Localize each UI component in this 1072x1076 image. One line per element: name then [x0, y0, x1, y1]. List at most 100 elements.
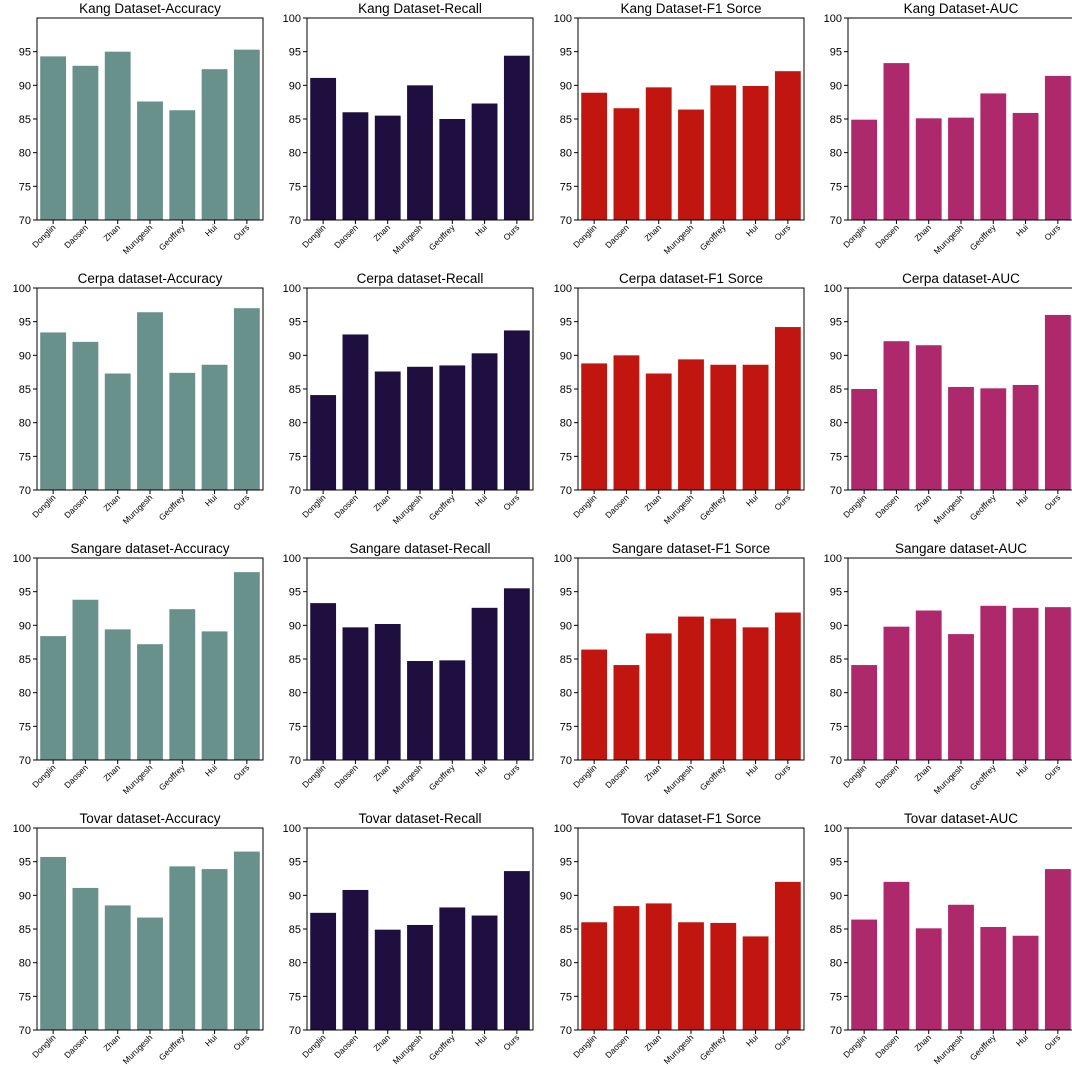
bar-zhan [374, 371, 401, 490]
bar-murugesh [137, 644, 163, 760]
x-tick-label: Donglin [841, 222, 869, 250]
x-tick-label: Zhan [912, 222, 933, 243]
x-tick-label: Geoffrey [698, 222, 729, 253]
x-tick-label: Donglin [571, 1032, 599, 1060]
x-tick-label: Ours [501, 222, 521, 242]
chart-sangare-dataset-f1-sorce: Sangare dataset-F1 Sorce 70 75 80 85 90 95 100 D… [554, 541, 805, 796]
y-tick-label: 90 [560, 890, 572, 902]
bar-donglin [581, 92, 608, 220]
x-tick-label: Daosen [62, 762, 90, 790]
x-tick-label: Donglin [30, 1032, 58, 1060]
x-tick-label: Hui [473, 492, 489, 508]
x-tick-label: Hui [203, 492, 219, 508]
x-tick-label: Murugesh [391, 762, 425, 796]
y-tick-label: 100 [554, 13, 572, 25]
x-tick-label: Geoffrey [157, 762, 188, 793]
bar-zhan [374, 115, 401, 220]
y-tick-label: 70 [830, 755, 842, 767]
x-tick-label: Hui [473, 222, 489, 238]
x-tick-label: Donglin [30, 222, 58, 250]
chart-kang-dataset-auc: Kang Dataset-AUC 70 75 80 85 90 95 100 Donglin Da… [824, 1, 1072, 256]
bar-hui [1012, 112, 1039, 220]
x-tick-label: Murugesh [391, 492, 425, 526]
y-tick-label: 95 [19, 587, 31, 599]
x-tick-label: Donglin [30, 762, 58, 790]
bar-ours [774, 881, 801, 1030]
x-tick-label: Zhan [101, 762, 122, 783]
y-tick-label: 85 [560, 654, 572, 666]
bar-zhan [104, 373, 131, 490]
bar-geoffrey [169, 609, 196, 760]
y-tick-label: 85 [19, 924, 31, 936]
chart-title: Kang Dataset-AUC [904, 1, 1019, 16]
bar-geoffrey [980, 93, 1007, 220]
bar-donglin [310, 395, 337, 490]
chart-kang-dataset-accuracy: Kang Dataset-Accuracy 70 75 80 85 90 95 Donglin… [19, 1, 264, 256]
bar-murugesh [678, 922, 704, 1030]
bar-murugesh [137, 101, 163, 220]
bar-murugesh [407, 924, 433, 1030]
chart-cerpa-dataset-accuracy: Cerpa dataset-Accuracy 70 75 80 85 90 95 100 Don… [13, 271, 264, 526]
x-tick-label: Geoffrey [157, 1032, 188, 1063]
x-tick-label: Geoffrey [968, 222, 999, 253]
plot-frame [36, 287, 264, 491]
bar-geoffrey [710, 85, 737, 220]
x-tick-label: Zhan [912, 492, 933, 513]
chart-title: Cerpa dataset-F1 Sorce [619, 271, 763, 286]
bar-ours [233, 49, 260, 220]
y-tick-label: 80 [19, 148, 31, 160]
bar-donglin [310, 77, 337, 220]
x-tick-label: Zhan [371, 222, 392, 243]
y-tick-label: 90 [289, 350, 301, 362]
x-tick-label: Murugesh [391, 222, 425, 256]
bar-ours [503, 871, 530, 1030]
y-tick-label: 95 [560, 317, 572, 329]
chart-title: Tovar dataset-F1 Sorce [621, 811, 761, 826]
bar-hui [471, 607, 498, 760]
x-tick-label: Hui [203, 1032, 219, 1048]
chart-title: Sangare dataset-AUC [895, 541, 1027, 556]
y-tick-label: 85 [560, 114, 572, 126]
y-tick-label: 70 [19, 215, 31, 227]
x-tick-label: Ours [1042, 222, 1062, 242]
bar-ours [503, 588, 530, 760]
y-tick-label: 95 [830, 857, 842, 869]
bar-ours [774, 612, 801, 760]
y-tick-label: 80 [560, 688, 572, 700]
chart-sangare-dataset-recall: Sangare dataset-Recall 70 75 80 85 90 95 100 Don… [283, 541, 534, 796]
y-tick-label: 90 [289, 80, 301, 92]
x-tick-label: Hui [473, 762, 489, 778]
y-tick-label: 90 [19, 350, 31, 362]
y-tick-label: 80 [560, 148, 572, 160]
x-tick-label: Donglin [30, 492, 58, 520]
y-tick-label: 95 [19, 317, 31, 329]
x-tick-label: Murugesh [932, 492, 966, 526]
plot-frame [577, 827, 805, 1031]
bar-hui [742, 86, 769, 220]
x-tick-label: Ours [1042, 492, 1062, 512]
bar-hui [742, 364, 769, 490]
bar-zhan [915, 118, 942, 220]
bar-donglin [581, 363, 608, 490]
x-tick-label: Zhan [912, 1032, 933, 1053]
bar-murugesh [407, 366, 433, 490]
x-tick-label: Murugesh [391, 1032, 425, 1066]
y-tick-label: 80 [289, 688, 301, 700]
x-tick-label: Donglin [841, 762, 869, 790]
x-tick-label: Daosen [332, 222, 360, 250]
bar-zhan [645, 373, 672, 490]
x-tick-label: Murugesh [121, 1032, 155, 1066]
y-tick-label: 75 [19, 181, 31, 193]
y-tick-label: 75 [289, 451, 301, 463]
y-tick-label: 100 [824, 13, 842, 25]
bar-hui [201, 631, 228, 760]
chart-cerpa-dataset-f1-sorce: Cerpa dataset-F1 Sorce 70 75 80 85 90 95 100 Don… [554, 271, 805, 526]
x-tick-label: Ours [772, 492, 792, 512]
bar-donglin [851, 389, 878, 490]
x-tick-label: Hui [1014, 222, 1030, 238]
y-tick-label: 70 [560, 215, 572, 227]
x-tick-label: Hui [203, 222, 219, 238]
bar-murugesh [407, 661, 433, 760]
x-tick-label: Murugesh [121, 222, 155, 256]
y-tick-label: 75 [19, 991, 31, 1003]
